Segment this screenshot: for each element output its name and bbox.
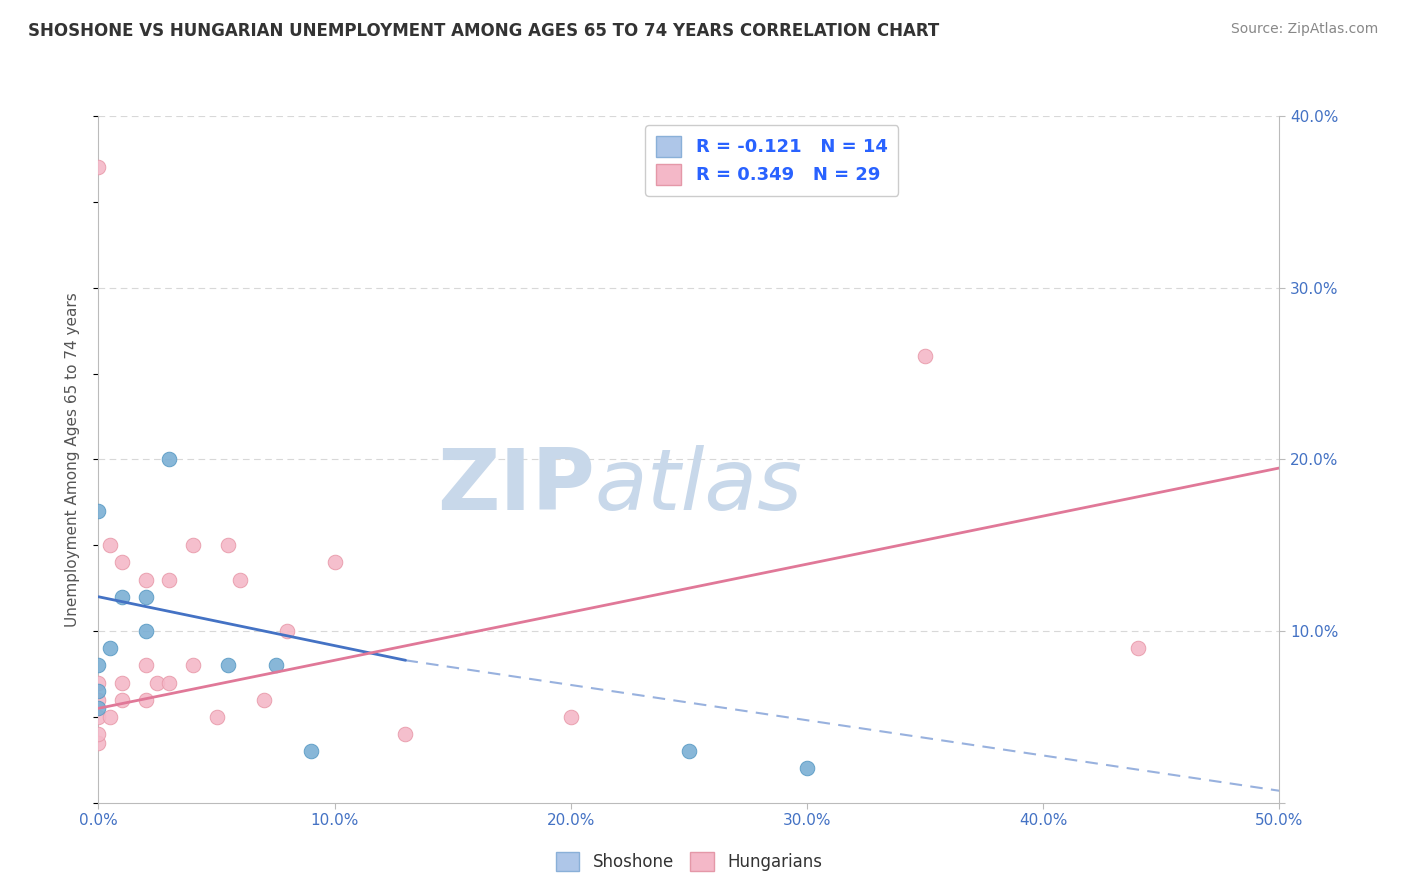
Point: [87, 692, 110, 706]
Y-axis label: Unemployment Among Ages 65 to 74 years: Unemployment Among Ages 65 to 74 years: [65, 292, 80, 627]
Point: [914, 350, 936, 364]
Point: [87, 736, 110, 750]
Point: [157, 452, 180, 467]
Point: [135, 624, 157, 639]
Text: SHOSHONE VS HUNGARIAN UNEMPLOYMENT AMONG AGES 65 TO 74 YEARS CORRELATION CHART: SHOSHONE VS HUNGARIAN UNEMPLOYMENT AMONG…: [28, 22, 939, 40]
Point: [111, 555, 134, 570]
Text: ZIP: ZIP: [437, 445, 595, 528]
Point: [87, 161, 110, 175]
Text: Source: ZipAtlas.com: Source: ZipAtlas.com: [1230, 22, 1378, 37]
Point: [87, 504, 110, 518]
Point: [253, 692, 276, 706]
Point: [98, 538, 121, 552]
Point: [229, 573, 252, 587]
Point: [87, 701, 110, 715]
Point: [264, 658, 287, 673]
Point: [98, 710, 121, 724]
Point: [394, 727, 416, 741]
Point: [323, 555, 346, 570]
Point: [181, 658, 204, 673]
Legend: R = -0.121   N = 14, R = 0.349   N = 29: R = -0.121 N = 14, R = 0.349 N = 29: [645, 125, 898, 195]
Point: [217, 538, 239, 552]
Point: [135, 573, 157, 587]
Point: [135, 658, 157, 673]
Point: [111, 590, 134, 604]
Point: [146, 675, 169, 690]
Point: [111, 675, 134, 690]
Point: [157, 675, 180, 690]
Point: [678, 744, 700, 758]
Point: [98, 641, 121, 656]
Point: [276, 624, 298, 639]
Point: [135, 590, 157, 604]
Point: [796, 761, 818, 775]
Point: [135, 692, 157, 706]
Point: [87, 658, 110, 673]
Point: [157, 573, 180, 587]
Point: [217, 658, 239, 673]
Point: [299, 744, 322, 758]
Point: [87, 675, 110, 690]
Point: [87, 727, 110, 741]
Point: [181, 538, 204, 552]
Point: [87, 710, 110, 724]
Point: [1126, 641, 1149, 656]
Legend: Shoshone, Hungarians: Shoshone, Hungarians: [547, 843, 831, 880]
Point: [205, 710, 228, 724]
Point: [111, 692, 134, 706]
Point: [87, 684, 110, 698]
Text: atlas: atlas: [595, 445, 803, 528]
Point: [560, 710, 582, 724]
